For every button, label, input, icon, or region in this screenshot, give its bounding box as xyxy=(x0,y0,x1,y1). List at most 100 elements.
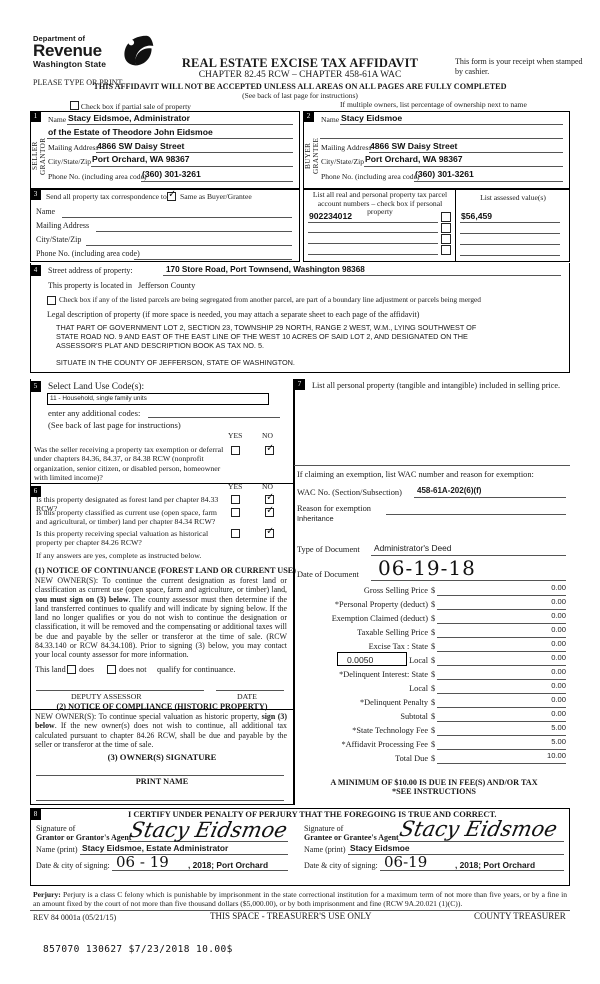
wac-number-value[interactable]: 458-61A-202(6)(f) xyxy=(417,486,482,495)
seller-exemption-yes-checkbox[interactable] xyxy=(231,446,240,455)
seller-citystatezip-value[interactable]: Port Orchard, WA 98367 xyxy=(92,154,190,164)
fee-amount-9[interactable]: 0.00 xyxy=(551,709,566,718)
grantee-date-handwritten[interactable]: 06-19 xyxy=(384,853,428,871)
historic-property-question: Is this property receiving special valua… xyxy=(36,529,209,548)
fee-amount-5[interactable]: 0.00 xyxy=(551,653,566,662)
fee-amount-2[interactable]: 0.00 xyxy=(551,611,566,620)
document-date-label: Date of Document xyxy=(297,570,359,579)
current-use-no-checkbox[interactable] xyxy=(265,508,274,517)
parcel-personal-checkbox-0[interactable] xyxy=(441,212,451,222)
fee-rule-7 xyxy=(437,693,566,694)
deputy-assessor-signature-line[interactable] xyxy=(36,690,204,691)
grantee-date-label: Date & city of signing: xyxy=(304,861,378,870)
grantee-sig-label-1: Signature of xyxy=(304,824,344,833)
seller-mailing-value[interactable]: 4866 SW Daisy Street xyxy=(97,141,185,151)
correspondence-name-field[interactable] xyxy=(62,217,292,218)
land-use-code-input[interactable] xyxy=(47,393,269,405)
buyer-mailing-value[interactable]: 4866 SW Daisy Street xyxy=(370,141,458,151)
document-date-rule xyxy=(371,580,566,581)
grantee-name-rule xyxy=(348,854,564,855)
correspondence-name-label: Name xyxy=(36,207,56,216)
located-in-value[interactable]: Jefferson County xyxy=(138,281,196,290)
grantee-signature-value[interactable]: Stacy Eidsmoe xyxy=(397,817,560,841)
parcel-value-0[interactable]: 902234012 xyxy=(309,211,353,221)
correspondence-phone-field[interactable] xyxy=(134,259,292,260)
forest-land-yes-checkbox[interactable] xyxy=(231,495,240,504)
buyer-phone-value[interactable]: (360) 301-3261 xyxy=(415,169,474,179)
assessed-rule-1[interactable] xyxy=(460,233,560,234)
historic-property-yes-checkbox[interactable] xyxy=(231,529,240,538)
reason-exemption-value[interactable]: Inheritance xyxy=(297,514,334,523)
buyer-name-rule xyxy=(340,124,563,125)
grantor-name-value[interactable]: Stacy Eidsmoe, Estate Administrator xyxy=(82,843,229,853)
fee-amount-6[interactable]: 0.00 xyxy=(551,667,566,676)
fee-amount-8[interactable]: 0.00 xyxy=(551,695,566,704)
notice-compliance-heading: (2) NOTICE OF COMPLIANCE (HISTORIC PROPE… xyxy=(56,702,268,711)
assessed-rule-2[interactable] xyxy=(460,244,560,245)
parcel-personal-checkbox-1[interactable] xyxy=(441,223,451,233)
fee-rule-6 xyxy=(437,679,566,680)
current-use-yes-checkbox[interactable] xyxy=(231,508,240,517)
treasurer-space-label: THIS SPACE - TREASURER'S USE ONLY xyxy=(210,911,372,921)
seller-name-line2[interactable]: of the Estate of Theodore John Eidsmoe xyxy=(48,127,213,137)
assessed-value-0[interactable]: $56,459 xyxy=(461,211,493,221)
fee-amount-11[interactable]: 5.00 xyxy=(551,737,566,746)
partial-sale-checkbox[interactable] xyxy=(70,101,79,110)
fee-amount-4[interactable]: 0.00 xyxy=(551,639,566,648)
owner-signature-line[interactable] xyxy=(36,775,284,776)
fee-amount-0[interactable]: 0.00 xyxy=(551,583,566,592)
local-rate-box[interactable] xyxy=(337,652,407,666)
parcel-rule-2[interactable] xyxy=(308,243,438,244)
segregated-checkbox[interactable] xyxy=(47,296,56,305)
fee-amount-12[interactable]: 10.00 xyxy=(546,751,566,760)
fee-rule-9 xyxy=(437,721,566,722)
fee-amount-1[interactable]: 0.00 xyxy=(551,597,566,606)
land-use-no-header: NO xyxy=(262,431,273,440)
seller-section-number: 1 xyxy=(30,111,41,129)
seller-phone-value[interactable]: (360) 301-3261 xyxy=(142,169,201,179)
fee-dollar-3: $ xyxy=(431,628,436,637)
same-as-buyer-checkbox[interactable] xyxy=(167,192,176,201)
wac-number-label: WAC No. (Section/Subsection) xyxy=(297,488,402,497)
seller-name2-rule xyxy=(47,138,293,139)
seller-box xyxy=(30,111,300,189)
grantor-signature-value[interactable]: Stacy Eidsmoe xyxy=(127,818,290,842)
seller-exemption-no-checkbox[interactable] xyxy=(265,446,274,455)
parcel-personal-checkbox-3[interactable] xyxy=(441,245,451,255)
fee-amount-10[interactable]: 5.00 xyxy=(551,723,566,732)
buyer-name-value[interactable]: Stacy Eidsmoe xyxy=(341,113,403,123)
reason-exemption-rule[interactable] xyxy=(386,514,566,515)
deputy-assessor-date-line[interactable] xyxy=(216,690,284,691)
correspondence-heading: Send all property tax correspondence to: xyxy=(46,192,169,201)
fee-amount-7[interactable]: 0.00 xyxy=(551,681,566,690)
does-not-qualify-checkbox[interactable] xyxy=(107,665,116,674)
seller-name-value[interactable]: Stacy Eidsmoe, Administrator xyxy=(68,113,190,123)
print-name-line[interactable] xyxy=(36,800,284,801)
notice2-body-bold: sign (3) below xyxy=(35,712,288,731)
document-type-value[interactable]: Administrator's Deed xyxy=(374,543,452,553)
parcel-personal-checkbox-2[interactable] xyxy=(441,234,451,244)
correspondence-mailing-field[interactable] xyxy=(96,231,292,232)
footer-divider-rule xyxy=(30,910,570,911)
document-date-value[interactable]: 06-19-18 xyxy=(378,556,476,580)
perjury-note: Perjury: Perjury is a class C felony whi… xyxy=(33,890,567,908)
grantee-signature-line[interactable] xyxy=(398,841,564,842)
does-qualify-checkbox[interactable] xyxy=(67,665,76,674)
street-address-value[interactable]: 170 Store Road, Port Townsend, Washingto… xyxy=(166,265,365,274)
grantor-date-handwritten[interactable]: 06 - 19 xyxy=(116,853,169,871)
historic-property-no-checkbox[interactable] xyxy=(265,529,274,538)
parcel-rule-3[interactable] xyxy=(308,254,438,255)
correspondence-citystatezip-field[interactable] xyxy=(86,245,292,246)
buyer-citystatezip-value[interactable]: Port Orchard, WA 98367 xyxy=(365,154,463,164)
personal-property-input-area[interactable] xyxy=(298,400,566,460)
property-box xyxy=(30,263,570,373)
see-instructions-note: *SEE INSTRUCTIONS xyxy=(392,787,476,796)
forest-land-no-checkbox[interactable] xyxy=(265,495,274,504)
parcel-rule-1[interactable] xyxy=(308,232,438,233)
additional-codes-field[interactable] xyxy=(148,417,280,418)
assessed-rule-3[interactable] xyxy=(460,255,560,256)
fee-amount-3[interactable]: 0.00 xyxy=(551,625,566,634)
grantee-name-value[interactable]: Stacy Eidsmoe xyxy=(350,843,410,853)
grantor-signature-line[interactable] xyxy=(128,841,288,842)
